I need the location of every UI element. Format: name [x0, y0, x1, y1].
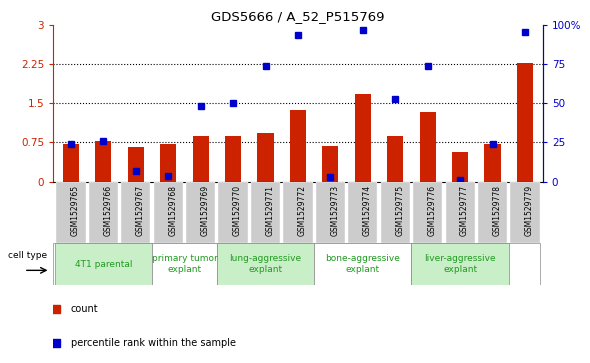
FancyBboxPatch shape [186, 182, 215, 243]
Text: GSM1529778: GSM1529778 [493, 184, 502, 236]
Text: GSM1529769: GSM1529769 [201, 184, 209, 236]
FancyBboxPatch shape [411, 243, 509, 285]
FancyBboxPatch shape [218, 182, 248, 243]
Bar [290, 110, 306, 182]
FancyBboxPatch shape [152, 243, 217, 285]
Title: GDS5666 / A_52_P515769: GDS5666 / A_52_P515769 [211, 10, 385, 23]
FancyBboxPatch shape [56, 182, 86, 243]
Bar [127, 147, 144, 182]
Bar [160, 143, 176, 182]
FancyBboxPatch shape [510, 182, 540, 243]
FancyBboxPatch shape [283, 182, 313, 243]
Text: GSM1529766: GSM1529766 [103, 184, 112, 236]
Bar [95, 142, 112, 182]
Text: GSM1529771: GSM1529771 [266, 184, 274, 236]
Text: GSM1529772: GSM1529772 [298, 184, 307, 236]
Text: GSM1529768: GSM1529768 [168, 184, 177, 236]
Text: GSM1529779: GSM1529779 [525, 184, 534, 236]
Text: GSM1529770: GSM1529770 [233, 184, 242, 236]
Text: primary tumor
explant: primary tumor explant [152, 254, 217, 274]
Text: GSM1529775: GSM1529775 [395, 184, 404, 236]
Text: count: count [71, 304, 99, 314]
FancyBboxPatch shape [217, 243, 314, 285]
FancyBboxPatch shape [55, 243, 152, 285]
Bar [355, 94, 371, 182]
Text: percentile rank within the sample: percentile rank within the sample [71, 338, 236, 348]
Bar [387, 136, 404, 182]
FancyBboxPatch shape [348, 182, 378, 243]
Text: lung-aggressive
explant: lung-aggressive explant [230, 254, 301, 274]
Bar [225, 136, 241, 182]
Bar [419, 112, 436, 182]
Bar [322, 146, 339, 182]
FancyBboxPatch shape [445, 182, 475, 243]
Text: cell type: cell type [8, 251, 47, 260]
Text: GSM1529777: GSM1529777 [460, 184, 469, 236]
Bar [257, 133, 274, 182]
FancyBboxPatch shape [251, 182, 280, 243]
FancyBboxPatch shape [153, 182, 183, 243]
FancyBboxPatch shape [413, 182, 442, 243]
Text: GSM1529767: GSM1529767 [136, 184, 145, 236]
Text: GSM1529765: GSM1529765 [71, 184, 80, 236]
Text: GSM1529774: GSM1529774 [363, 184, 372, 236]
Bar [192, 136, 209, 182]
Text: liver-aggressive
explant: liver-aggressive explant [424, 254, 496, 274]
Text: GSM1529776: GSM1529776 [428, 184, 437, 236]
FancyBboxPatch shape [88, 182, 118, 243]
FancyBboxPatch shape [316, 182, 345, 243]
FancyBboxPatch shape [53, 243, 540, 285]
Bar [484, 143, 501, 182]
FancyBboxPatch shape [121, 182, 150, 243]
Bar [63, 144, 79, 182]
FancyBboxPatch shape [314, 243, 411, 285]
Text: GSM1529773: GSM1529773 [330, 184, 339, 236]
Text: 4T1 parental: 4T1 parental [74, 260, 132, 269]
Bar [452, 152, 468, 182]
FancyBboxPatch shape [381, 182, 410, 243]
Bar [517, 64, 533, 182]
FancyBboxPatch shape [478, 182, 507, 243]
Text: bone-aggressive
explant: bone-aggressive explant [325, 254, 400, 274]
